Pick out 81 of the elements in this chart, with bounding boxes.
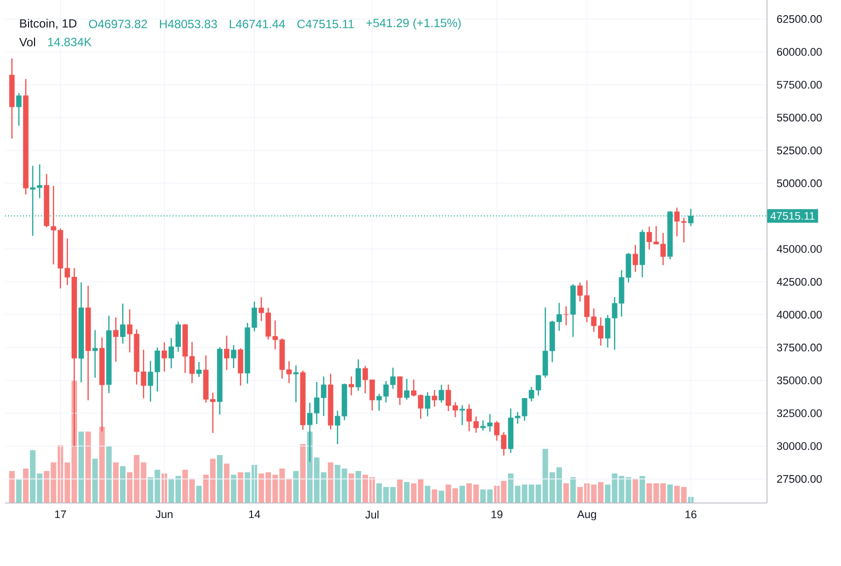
candlestick <box>404 378 410 400</box>
candlestick <box>196 361 202 378</box>
bar <box>106 446 112 503</box>
text: Bitcoin, 1D <box>20 18 76 30</box>
candlestick <box>162 342 168 372</box>
bar <box>632 478 638 503</box>
bar <box>397 480 403 503</box>
candlestick <box>432 389 438 408</box>
candlestick <box>460 404 465 426</box>
x-tick-label: 19 <box>492 510 502 518</box>
bar <box>459 486 465 503</box>
bar <box>23 468 29 503</box>
candlestick <box>230 344 236 369</box>
bar <box>16 480 22 503</box>
y-tick-label: 55000.00 <box>776 114 822 122</box>
bar <box>293 471 299 503</box>
x-tick-label: Jul <box>365 510 378 519</box>
y-tick-label: 35000.00 <box>776 376 822 384</box>
candlestick <box>632 244 638 272</box>
bar <box>196 486 202 503</box>
y-tick-label: 30000.00 <box>776 442 822 450</box>
bar <box>92 458 98 503</box>
annotation: C47515.11 <box>297 20 354 28</box>
bar <box>570 477 576 503</box>
bar <box>424 486 430 503</box>
bar <box>238 472 244 503</box>
candlestick <box>424 392 430 417</box>
y-tick-label: 37500.00 <box>776 344 822 352</box>
candlestick <box>224 335 230 371</box>
bar <box>438 490 444 503</box>
annotation: 14.834K <box>48 38 92 46</box>
y-tick-label: 62500.00 <box>777 15 822 23</box>
x-tick-label: Aug <box>577 510 596 520</box>
bar <box>563 483 569 503</box>
candlestick <box>397 376 403 406</box>
annotation: +541.29 (+1.15%) <box>366 18 461 30</box>
y-tick-label: 40000.00 <box>776 310 822 319</box>
candlestick <box>120 303 126 344</box>
bar <box>404 482 410 503</box>
bar <box>230 474 236 503</box>
candlestick <box>16 92 22 126</box>
y-tick-label: 32500.00 <box>776 409 822 418</box>
candlestick <box>92 329 98 378</box>
y-tick-label: 42500.00 <box>776 278 822 286</box>
candlestick <box>113 316 119 362</box>
y-tick-label: 57500.00 <box>776 80 822 89</box>
candlestick <box>348 376 354 396</box>
bar <box>216 455 223 503</box>
y-tick-label: 27500.00 <box>777 475 822 483</box>
y-tick-label: 60000.00 <box>777 48 822 56</box>
ref-line-label: 47515.11 <box>770 212 815 220</box>
y-tick-label: 52500.00 <box>776 146 822 154</box>
bar <box>85 432 91 503</box>
annotation: L46741.44 <box>230 20 286 28</box>
annotation: H48053.83 <box>160 20 217 28</box>
bar <box>667 484 673 503</box>
bar <box>348 473 354 503</box>
annotation: O46973.82 <box>88 20 147 28</box>
bar <box>120 466 126 503</box>
bar <box>224 464 230 503</box>
bar <box>78 432 84 503</box>
x-tick-label: 17 <box>55 510 66 518</box>
chart-title: Vol <box>19 38 36 46</box>
candlestick <box>293 364 299 403</box>
x-tick-label: 14 <box>249 510 260 518</box>
bar <box>328 462 334 503</box>
candlestick <box>238 348 244 386</box>
y-tick-label: 50000.00 <box>776 179 822 188</box>
candlestick <box>356 358 361 392</box>
bar <box>640 476 646 503</box>
candlestick <box>563 306 569 326</box>
bar <box>300 444 306 503</box>
bar <box>99 426 105 503</box>
bar <box>113 462 119 503</box>
bar <box>356 471 362 503</box>
y-tick-label: 45000.00 <box>776 245 822 253</box>
bar <box>432 489 438 503</box>
bar <box>9 471 15 503</box>
candlestick <box>438 384 444 404</box>
x-tick-label: Jun <box>156 510 172 518</box>
x-tick-label: 16 <box>686 510 696 518</box>
